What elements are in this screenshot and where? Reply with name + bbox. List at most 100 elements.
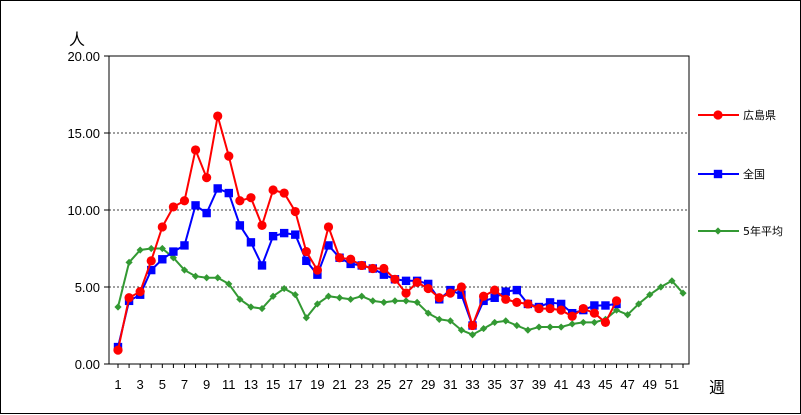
data-point: [457, 290, 466, 299]
x-axis-ticks: 1 3 5 7 9 11 13 15 17 19 21 23 25 27 29 31 33 35 37 39 41 43 4…: [114, 364, 684, 392]
data-point: [412, 277, 422, 287]
data-point: [524, 326, 532, 334]
legend-item: 全国: [698, 167, 765, 181]
x-tick-label: 51: [665, 377, 679, 392]
data-point: [302, 256, 311, 266]
data-point: [312, 265, 323, 275]
x-tick-label: 27: [399, 377, 413, 392]
data-point: [257, 261, 267, 270]
data-point: [590, 318, 598, 327]
data-point: [501, 294, 511, 304]
legend-item: 5年平均: [698, 224, 783, 238]
data-point: [136, 246, 144, 254]
x-tick-label: 33: [465, 377, 479, 392]
series-hiroshima: [113, 111, 622, 355]
data-point: [258, 304, 266, 313]
x-tick-label: 39: [532, 377, 546, 392]
data-point: [213, 184, 222, 193]
data-point: [612, 306, 621, 314]
data-point: [257, 220, 267, 230]
data-point: [179, 196, 190, 206]
data-point: [157, 222, 167, 232]
data-point: [334, 253, 345, 263]
data-point: [202, 208, 211, 218]
x-tick-label: 41: [554, 377, 568, 392]
x-tick-label: 7: [181, 377, 188, 392]
data-point: [535, 323, 543, 331]
data-point: [501, 287, 510, 296]
data-point: [435, 315, 443, 323]
y-tick-label: 10.00: [67, 203, 100, 218]
data-point: [635, 300, 643, 308]
data-point: [246, 238, 256, 247]
data-point: [423, 279, 433, 289]
data-point: [313, 300, 322, 308]
data-point: [214, 274, 222, 282]
data-point: [147, 265, 156, 275]
data-point: [556, 299, 566, 309]
data-point: [324, 241, 333, 250]
x-tick-label: 3: [137, 377, 144, 392]
data-point: [180, 241, 189, 250]
data-point: [679, 289, 687, 297]
data-point: [213, 111, 223, 121]
x-tick-label: 21: [332, 377, 346, 392]
data-point: [291, 230, 300, 239]
x-tick-label: 31: [443, 377, 457, 392]
data-point: [423, 283, 433, 294]
data-point: [158, 255, 167, 264]
data-point: [714, 227, 722, 235]
data-point: [190, 145, 201, 155]
y-axis-ticks: 0.00 5.00 10.00 15.00 20.00: [67, 49, 109, 372]
data-point: [478, 291, 489, 301]
data-point: [235, 196, 245, 206]
data-point: [589, 308, 599, 318]
data-point: [279, 228, 289, 238]
data-point: [369, 297, 377, 305]
data-point: [446, 317, 454, 325]
x-tick-label: 1: [114, 377, 121, 392]
data-point: [391, 297, 399, 305]
data-point: [445, 288, 455, 298]
data-point: [413, 298, 421, 306]
data-point: [424, 309, 432, 317]
data-point: [646, 291, 654, 299]
data-point: [456, 282, 467, 292]
data-point: [346, 259, 355, 269]
data-point: [502, 317, 510, 325]
x-tick-label: 43: [576, 377, 590, 392]
data-point: [324, 292, 333, 300]
data-point: [611, 296, 622, 306]
data-point: [357, 260, 367, 271]
data-point: [379, 263, 389, 274]
data-point: [147, 244, 155, 253]
data-point: [457, 326, 466, 334]
data-point: [169, 247, 178, 256]
data-point: [236, 295, 244, 303]
x-tick-label: 37: [510, 377, 524, 392]
data-point: [567, 311, 577, 321]
data-point: [546, 323, 554, 331]
data-point: [347, 295, 355, 303]
data-point: [534, 303, 544, 314]
data-point: [203, 274, 211, 282]
data-point: [279, 188, 289, 198]
series-layer: [113, 111, 687, 355]
data-point: [434, 293, 444, 303]
data-point: [467, 320, 478, 331]
x-tick-label: 13: [244, 377, 258, 392]
data-point: [402, 297, 410, 305]
data-point: [335, 294, 344, 302]
x-tick-label: 49: [643, 377, 657, 392]
x-tick-label: 35: [487, 377, 501, 392]
data-point: [246, 193, 256, 203]
data-point: [168, 202, 178, 212]
data-point: [601, 301, 610, 310]
data-point: [379, 270, 389, 279]
data-point: [380, 298, 388, 306]
y-tick-label: 0.00: [75, 357, 100, 372]
data-point: [578, 303, 588, 314]
